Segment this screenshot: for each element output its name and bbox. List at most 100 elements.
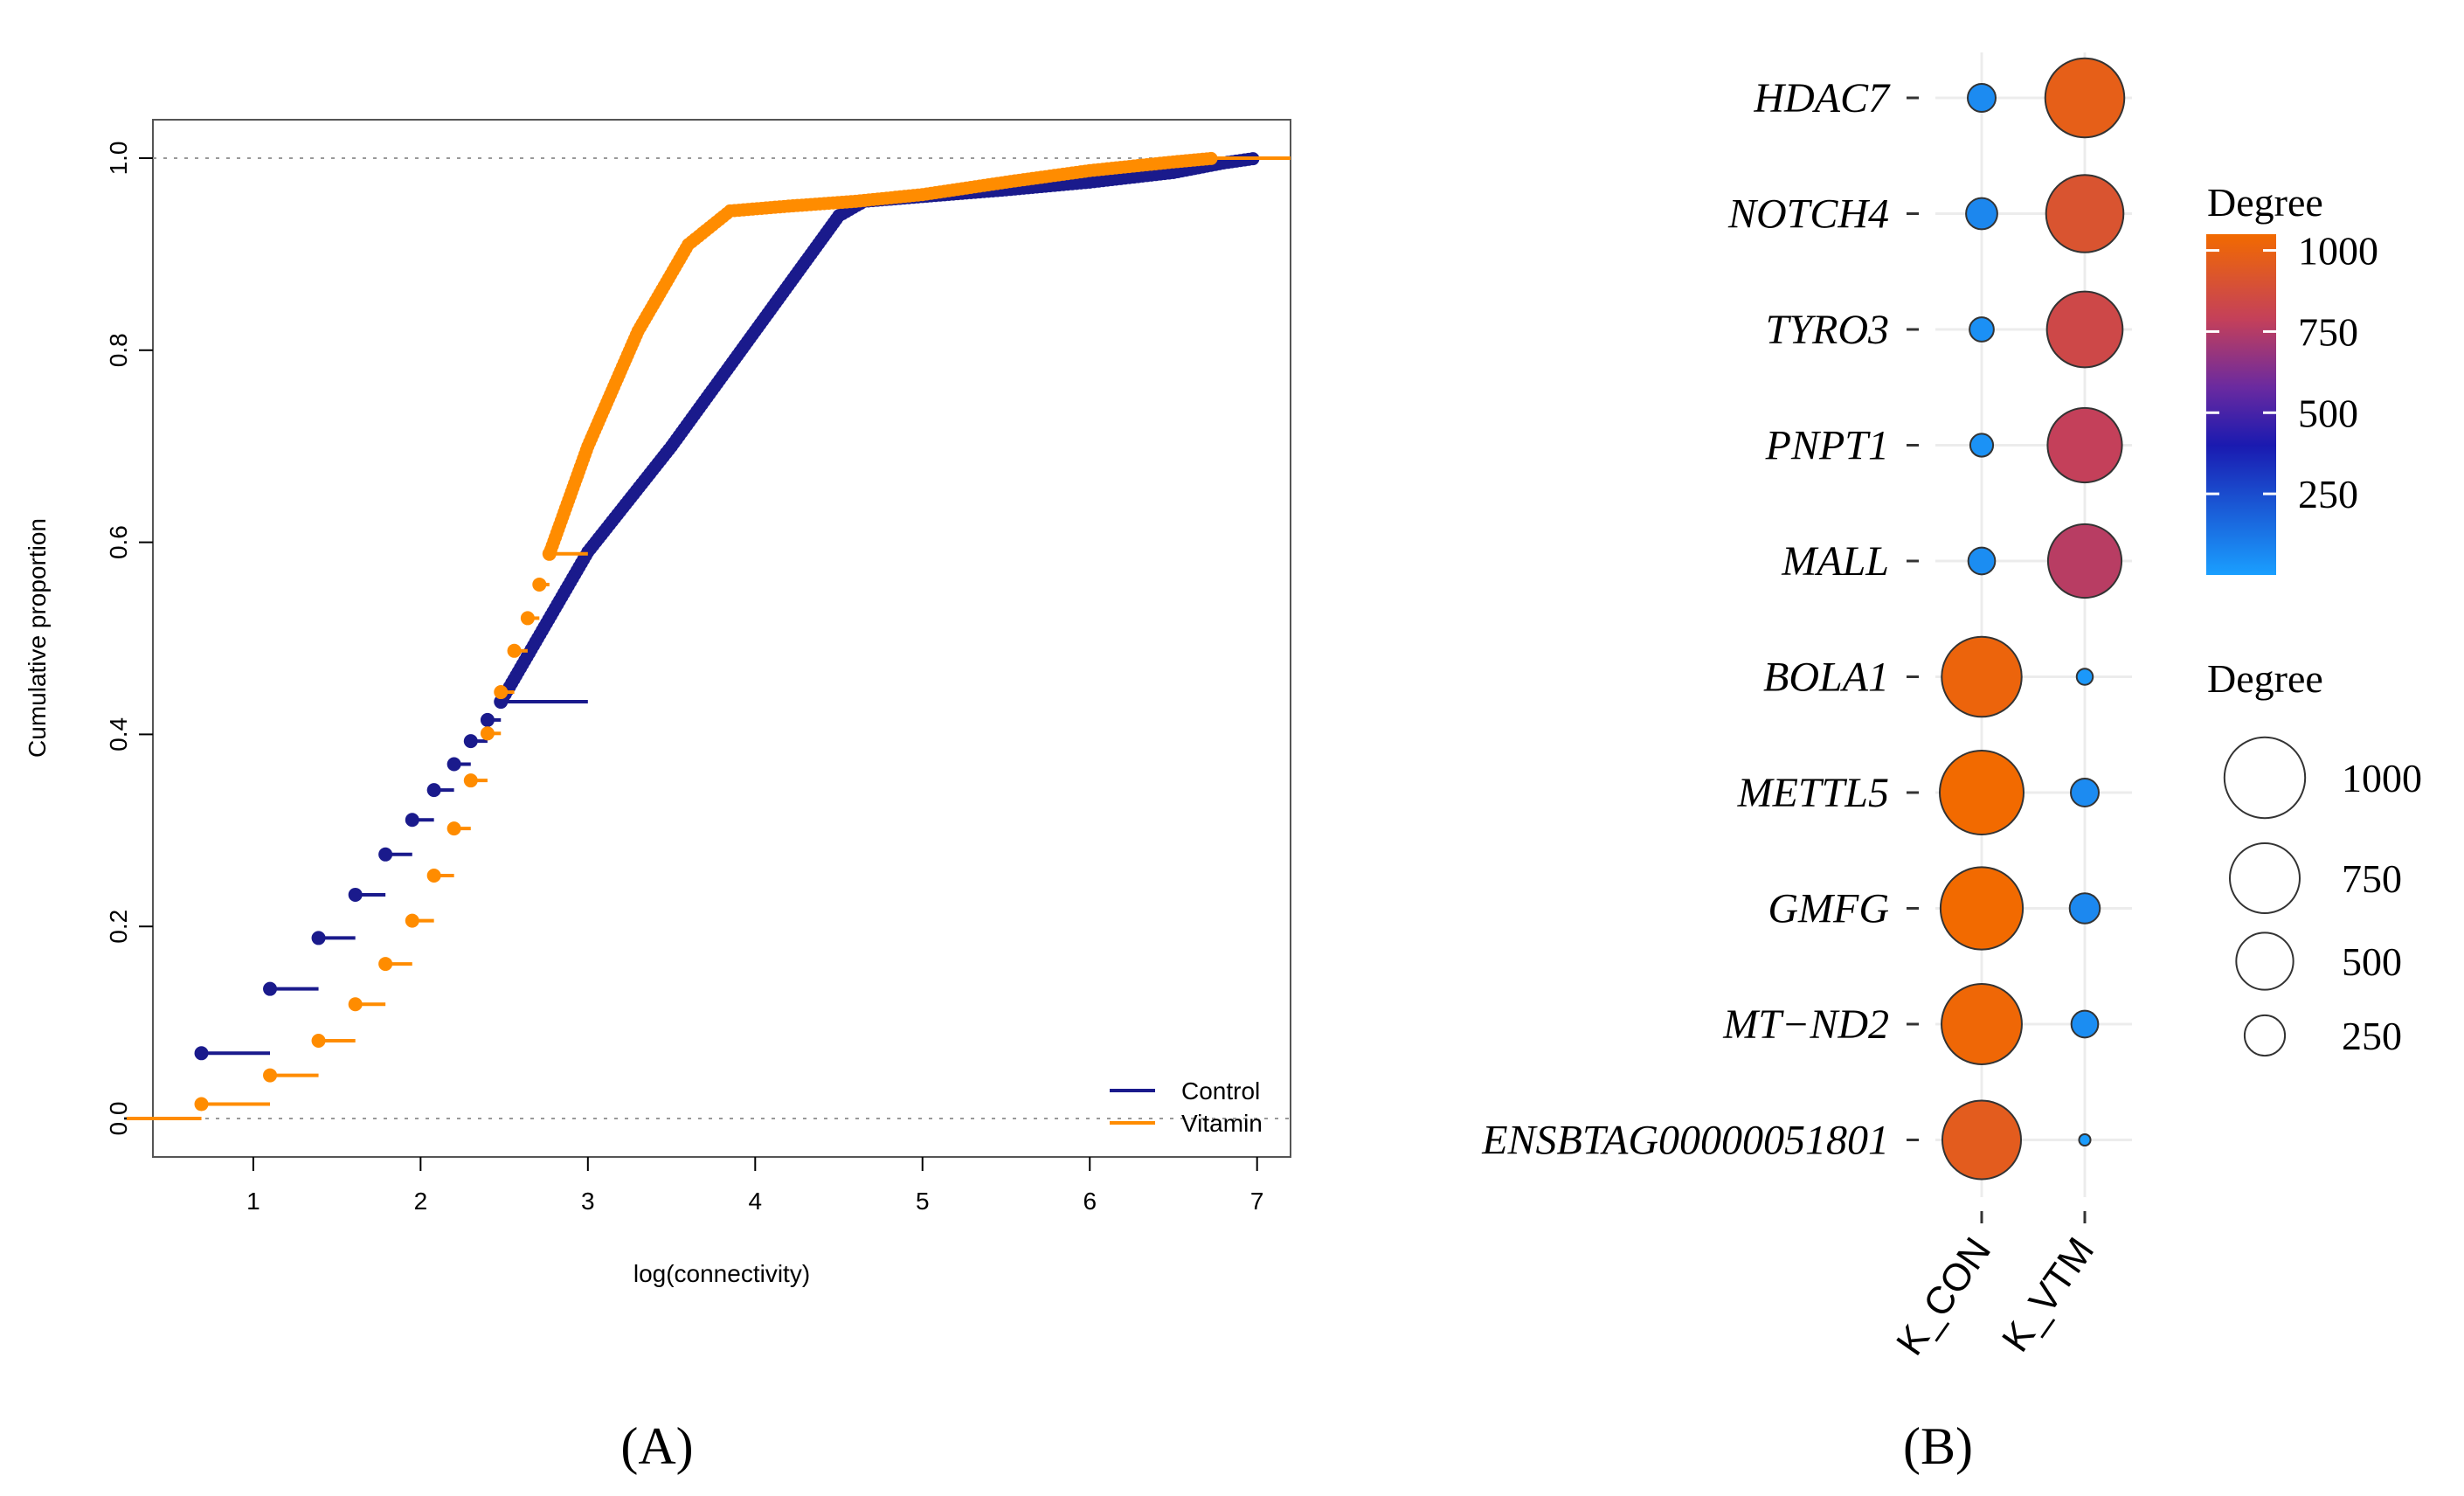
bubble-k_vtm xyxy=(2046,523,2123,599)
gene-label: MALL xyxy=(1781,538,1889,585)
bubble-k_vtm xyxy=(2070,1009,2100,1039)
bubble-k_con xyxy=(1965,197,1998,231)
series-vitamin xyxy=(194,151,1291,1112)
x-tick-label: 6 xyxy=(1083,1188,1097,1215)
panel-b-bubble-chart: HDAC7 NOTCH4 TYRO3 PNPT1 MALL BOLA1 METTL5 GMFG… xyxy=(1481,52,2422,1363)
step-point xyxy=(426,868,441,883)
y-tick-label: 0.8 xyxy=(105,333,132,367)
bubble-k_con xyxy=(1967,546,1997,576)
bubble-k_vtm xyxy=(2045,174,2125,253)
plot-a-frame xyxy=(152,119,1291,1158)
size-legend-label: 500 xyxy=(2342,939,2402,984)
legend-vitamin-label: Vitamin xyxy=(1181,1110,1263,1137)
gene-label: MT−ND2 xyxy=(1722,1001,1889,1048)
size-legend-label: 250 xyxy=(2342,1014,2402,1058)
step-point xyxy=(263,1068,278,1083)
size-legend-title: Degree xyxy=(2207,656,2323,701)
bubble-k_con xyxy=(1939,866,2024,951)
step-point xyxy=(405,913,419,928)
step-point xyxy=(378,957,393,972)
gene-labels: HDAC7 NOTCH4 TYRO3 PNPT1 MALL BOLA1 METTL5 GMFG… xyxy=(1481,75,1919,1164)
bubble-k_vtm xyxy=(2075,668,2094,686)
color-tick-label: 750 xyxy=(2298,309,2358,354)
step-point xyxy=(263,981,278,996)
condition-label: K_CON xyxy=(1888,1230,1999,1363)
legend-a: Control Vitamin xyxy=(1110,1077,1263,1137)
y-tick-label: 0.4 xyxy=(105,717,132,751)
size-legend-label: 750 xyxy=(2342,856,2402,901)
series-control xyxy=(194,152,1291,1061)
x-tick-label: 2 xyxy=(414,1188,428,1215)
step-point xyxy=(463,773,478,788)
bubble-k_con xyxy=(1941,1099,2023,1181)
y-axis: 0.00.20.40.60.81.0 xyxy=(105,141,153,1136)
color-legend: Degree 1000 750 500 250 xyxy=(2206,180,2378,575)
step-point xyxy=(446,757,461,772)
bubbles xyxy=(1939,57,2126,1181)
gene-label: GMFG xyxy=(1768,886,1889,932)
color-tick-label: 1000 xyxy=(2298,229,2378,274)
step-point xyxy=(446,821,461,836)
bubble-k_con xyxy=(1967,83,1997,113)
bubble-k_con xyxy=(1941,983,2023,1065)
size-legend-circle xyxy=(2235,932,2294,991)
y-tick-label: 0.2 xyxy=(105,910,132,944)
bubble-k_vtm xyxy=(2068,892,2101,925)
bubble-k_con xyxy=(1939,750,2024,835)
gene-label: NOTCH4 xyxy=(1727,191,1889,238)
size-legend-label: 1000 xyxy=(2342,756,2422,800)
step-point xyxy=(520,611,535,626)
legend-control-label: Control xyxy=(1181,1077,1260,1105)
gene-label: HDAC7 xyxy=(1753,75,1891,121)
bubble-k_vtm xyxy=(2078,1132,2092,1147)
curve-point xyxy=(1204,151,1218,165)
step-point xyxy=(494,685,509,700)
color-tick-label: 500 xyxy=(2298,391,2358,435)
y-axis-title: Cumulative proportion xyxy=(24,518,51,758)
step-point xyxy=(463,734,478,749)
y-tick-label: 0.6 xyxy=(105,525,132,559)
gene-label: BOLA1 xyxy=(1763,654,1889,701)
x-tick-label: 3 xyxy=(581,1188,595,1215)
step-point xyxy=(426,783,441,798)
step-point xyxy=(348,887,363,902)
bubble-k_con xyxy=(1969,316,1995,343)
reference-lines xyxy=(153,156,1291,1120)
x-tick-label: 1 xyxy=(246,1188,260,1215)
x-tick-label: 5 xyxy=(916,1188,930,1215)
bubble-k_vtm xyxy=(2044,57,2126,139)
condition-label: K_VTM xyxy=(1994,1230,2102,1360)
color-legend-title: Degree xyxy=(2207,180,2323,225)
x-tick-label: 4 xyxy=(749,1188,763,1215)
step-point xyxy=(348,997,363,1012)
bubble-k_vtm xyxy=(2045,290,2124,369)
step-point xyxy=(480,712,495,727)
panel-label-b: (B) xyxy=(1903,1417,1973,1475)
size-legend-circle xyxy=(2223,736,2307,820)
bubble-k_vtm xyxy=(2046,406,2123,484)
gene-label: TYRO3 xyxy=(1766,307,1889,353)
step-point xyxy=(194,1097,209,1112)
x-axis-title: log(connectivity) xyxy=(633,1260,810,1287)
x-tick-label: 7 xyxy=(1250,1188,1264,1215)
bubble-k_con xyxy=(1969,433,1995,458)
step-point xyxy=(532,577,547,592)
step-point xyxy=(507,643,522,658)
gene-label: PNPT1 xyxy=(1765,423,1889,469)
color-tick-label: 250 xyxy=(2298,472,2358,516)
series-layer xyxy=(127,151,1291,1121)
bubble-k_con xyxy=(1941,635,2023,718)
step-point xyxy=(480,726,495,741)
panel-label-a: (A) xyxy=(620,1417,693,1475)
bubble-k_vtm xyxy=(2070,778,2100,807)
size-legend: Degree 1000 750 500 250 xyxy=(2207,656,2422,1058)
step-point xyxy=(311,931,326,945)
size-legend-circle xyxy=(2243,1014,2287,1057)
step-point xyxy=(194,1046,209,1061)
gene-label: METTL5 xyxy=(1737,770,1889,816)
step-point xyxy=(405,813,419,828)
size-legend-items: 1000 750 500 250 xyxy=(2223,736,2422,1058)
size-legend-circle xyxy=(2229,842,2301,914)
